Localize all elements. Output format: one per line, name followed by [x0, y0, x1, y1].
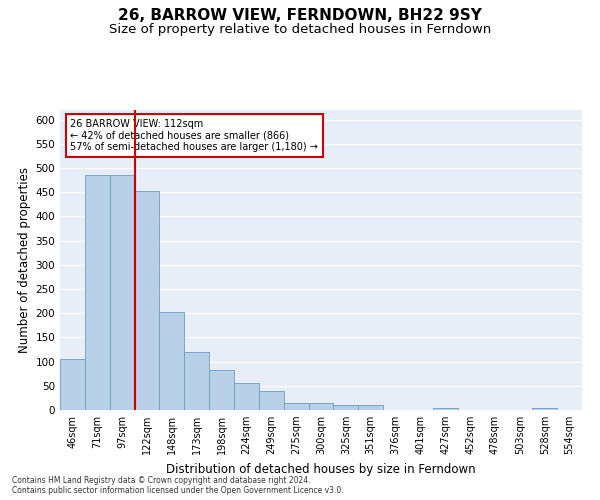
Bar [134, 192, 160, 410]
Bar [209, 370, 234, 410]
Bar [334, 405, 358, 410]
Bar [532, 408, 557, 410]
Bar [234, 384, 259, 410]
Bar [85, 176, 110, 410]
Text: Size of property relative to detached houses in Ferndown: Size of property relative to detached ho… [109, 22, 491, 36]
Y-axis label: Number of detached properties: Number of detached properties [18, 167, 31, 353]
Bar [60, 359, 85, 410]
Bar [259, 390, 284, 410]
Bar [160, 312, 184, 410]
Text: 26 BARROW VIEW: 112sqm
← 42% of detached houses are smaller (866)
57% of semi-de: 26 BARROW VIEW: 112sqm ← 42% of detached… [70, 119, 319, 152]
Text: 26, BARROW VIEW, FERNDOWN, BH22 9SY: 26, BARROW VIEW, FERNDOWN, BH22 9SY [118, 8, 482, 22]
Bar [110, 176, 134, 410]
Text: Contains HM Land Registry data © Crown copyright and database right 2024.
Contai: Contains HM Land Registry data © Crown c… [12, 476, 344, 495]
Bar [184, 352, 209, 410]
Bar [284, 402, 308, 410]
X-axis label: Distribution of detached houses by size in Ferndown: Distribution of detached houses by size … [166, 462, 476, 475]
Bar [358, 405, 383, 410]
Bar [433, 408, 458, 410]
Bar [308, 402, 334, 410]
